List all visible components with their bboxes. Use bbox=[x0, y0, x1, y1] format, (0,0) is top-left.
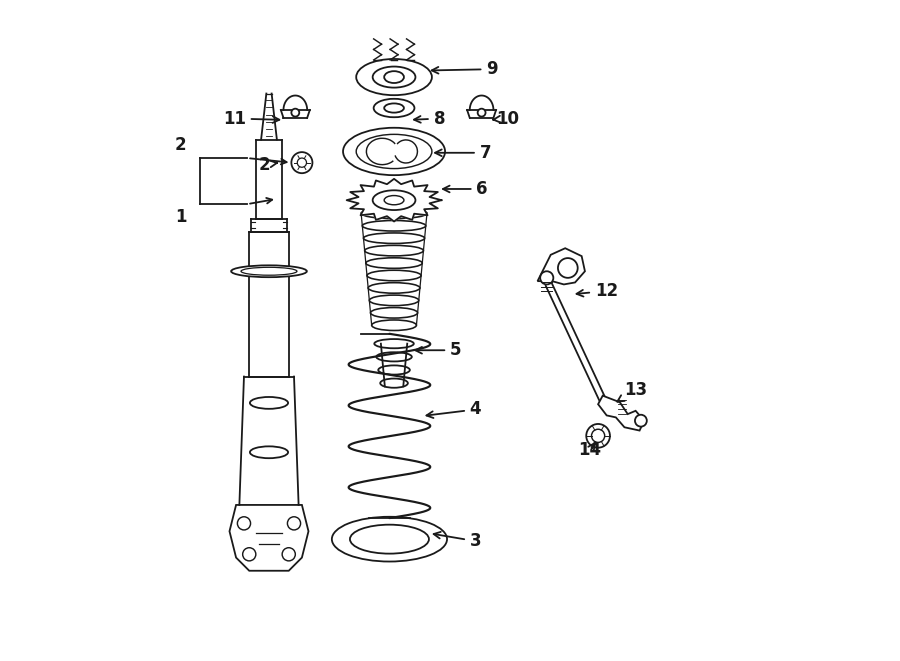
Polygon shape bbox=[598, 396, 644, 430]
Text: 3: 3 bbox=[434, 532, 482, 550]
Polygon shape bbox=[250, 219, 287, 232]
Ellipse shape bbox=[356, 134, 432, 169]
Text: 9: 9 bbox=[432, 60, 498, 78]
Ellipse shape bbox=[384, 196, 404, 205]
Polygon shape bbox=[470, 96, 493, 110]
Polygon shape bbox=[361, 214, 427, 325]
Circle shape bbox=[287, 517, 301, 530]
Text: 12: 12 bbox=[577, 282, 618, 300]
Ellipse shape bbox=[374, 98, 415, 117]
Polygon shape bbox=[249, 232, 289, 377]
Ellipse shape bbox=[384, 71, 404, 83]
Circle shape bbox=[283, 548, 295, 561]
Text: 5: 5 bbox=[415, 341, 462, 359]
Text: 2: 2 bbox=[176, 136, 186, 154]
Ellipse shape bbox=[372, 320, 417, 330]
Text: 11: 11 bbox=[223, 110, 279, 128]
Polygon shape bbox=[346, 179, 441, 221]
Ellipse shape bbox=[384, 103, 404, 112]
Ellipse shape bbox=[376, 352, 412, 362]
Circle shape bbox=[292, 108, 300, 116]
Ellipse shape bbox=[369, 295, 419, 305]
Ellipse shape bbox=[361, 208, 427, 219]
Text: 1: 1 bbox=[176, 208, 186, 226]
Text: 13: 13 bbox=[617, 381, 648, 402]
Ellipse shape bbox=[350, 525, 429, 554]
Ellipse shape bbox=[250, 446, 288, 458]
Ellipse shape bbox=[380, 379, 408, 388]
Circle shape bbox=[297, 158, 307, 167]
Ellipse shape bbox=[373, 67, 416, 88]
Polygon shape bbox=[256, 139, 283, 219]
Ellipse shape bbox=[365, 258, 422, 268]
Circle shape bbox=[238, 517, 250, 530]
Ellipse shape bbox=[371, 307, 418, 318]
Circle shape bbox=[591, 429, 605, 442]
Ellipse shape bbox=[367, 270, 421, 281]
Polygon shape bbox=[230, 505, 309, 570]
Ellipse shape bbox=[332, 517, 447, 562]
Ellipse shape bbox=[374, 339, 414, 348]
Text: 7: 7 bbox=[435, 144, 491, 162]
Ellipse shape bbox=[363, 221, 426, 231]
Polygon shape bbox=[467, 110, 496, 118]
Circle shape bbox=[635, 414, 647, 426]
Circle shape bbox=[243, 548, 256, 561]
Text: 4: 4 bbox=[427, 401, 482, 418]
Ellipse shape bbox=[364, 245, 424, 256]
Text: 8: 8 bbox=[414, 110, 445, 128]
Polygon shape bbox=[381, 344, 407, 387]
Ellipse shape bbox=[378, 366, 410, 375]
Text: 2: 2 bbox=[259, 155, 277, 174]
Ellipse shape bbox=[241, 267, 297, 275]
Polygon shape bbox=[261, 94, 277, 139]
Circle shape bbox=[558, 258, 578, 278]
Circle shape bbox=[586, 424, 610, 447]
Ellipse shape bbox=[368, 283, 420, 293]
Ellipse shape bbox=[364, 233, 425, 243]
Polygon shape bbox=[284, 96, 307, 110]
Ellipse shape bbox=[231, 265, 307, 277]
Text: 10: 10 bbox=[493, 110, 519, 128]
Ellipse shape bbox=[343, 128, 446, 175]
Circle shape bbox=[478, 108, 485, 116]
Polygon shape bbox=[239, 377, 299, 505]
Polygon shape bbox=[537, 249, 585, 284]
Text: 14: 14 bbox=[579, 442, 601, 459]
Ellipse shape bbox=[373, 190, 416, 210]
Circle shape bbox=[540, 271, 554, 284]
Ellipse shape bbox=[250, 397, 288, 408]
Ellipse shape bbox=[356, 59, 432, 95]
Circle shape bbox=[292, 152, 312, 173]
Text: 6: 6 bbox=[443, 180, 488, 198]
Polygon shape bbox=[281, 110, 310, 118]
